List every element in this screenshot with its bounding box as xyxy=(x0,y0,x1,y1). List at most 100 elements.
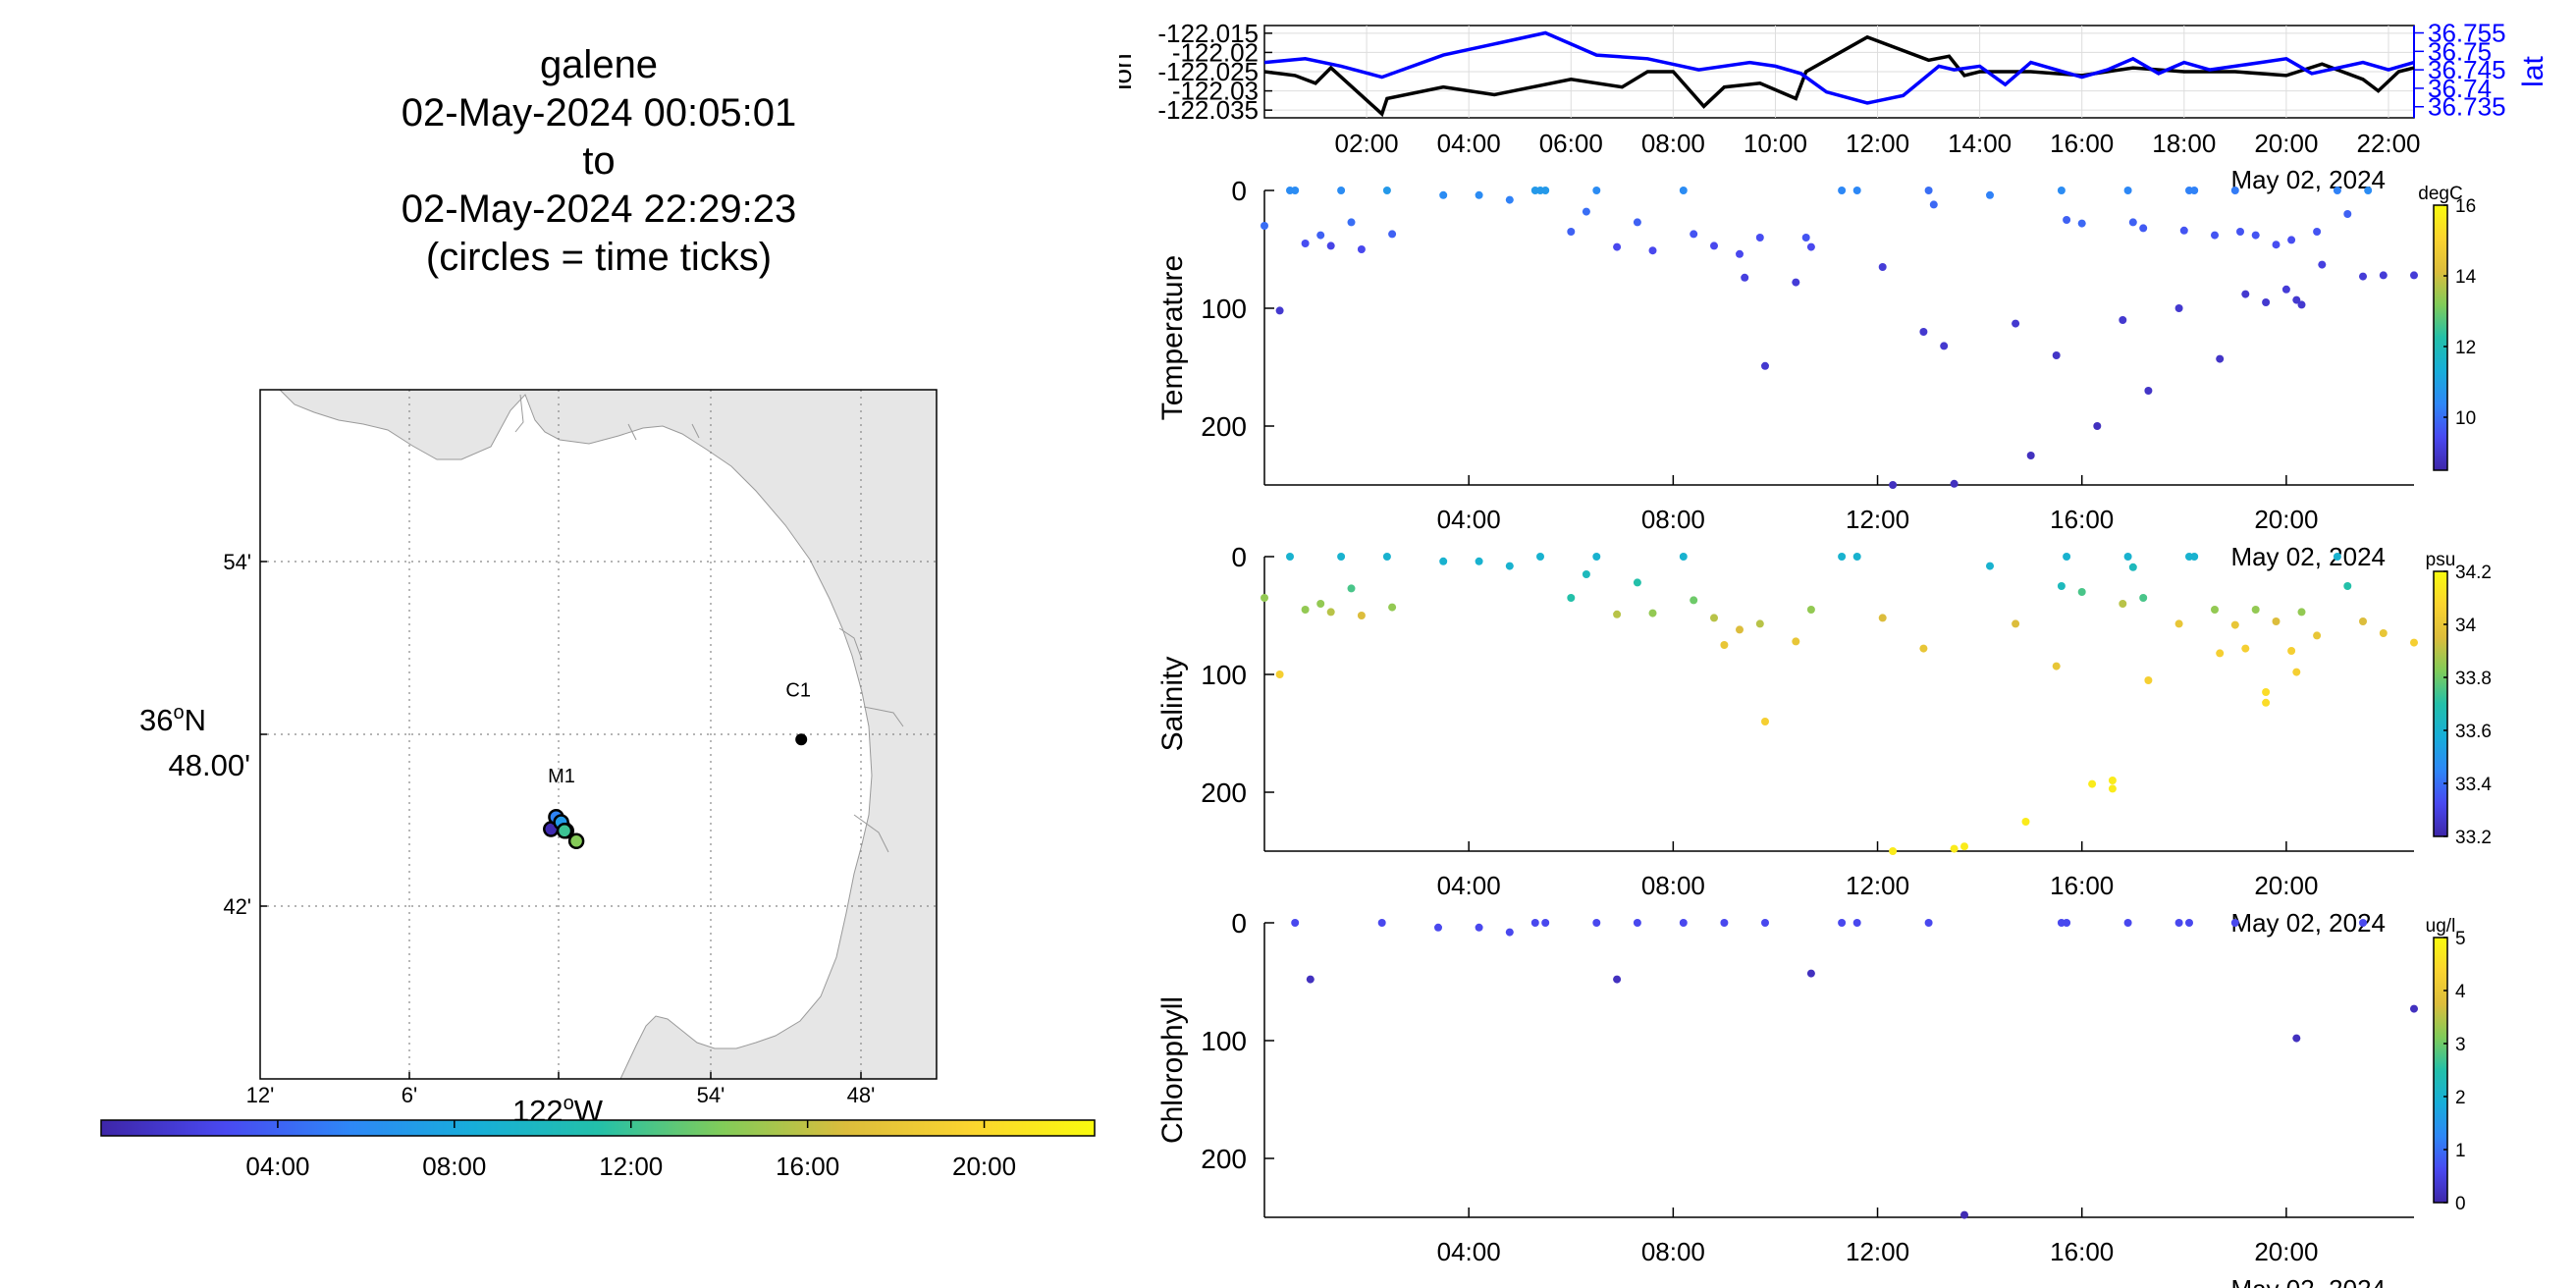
chlorophyll-data-point xyxy=(1475,923,1483,932)
chlorophyll-data-point xyxy=(1291,919,1300,927)
salinity-data-point xyxy=(1286,553,1294,561)
temperature-data-point xyxy=(1301,240,1310,247)
salinity-data-point xyxy=(2251,606,2260,614)
salinity-data-point xyxy=(2057,582,2066,590)
salinity-data-point xyxy=(1613,610,1622,618)
temperature-data-point xyxy=(2174,304,2183,312)
salinity-y-tick-label: 100 xyxy=(1201,660,1247,690)
salinity-data-point xyxy=(2139,594,2148,602)
chlorophyll-x-tick-label: 20:00 xyxy=(2254,1237,2318,1266)
salinity-data-point xyxy=(1806,606,1815,614)
salinity-x-tick-label: 16:00 xyxy=(2050,871,2114,900)
salinity-data-point xyxy=(1326,608,1335,617)
chlorophyll-y-tick-label: 100 xyxy=(1201,1026,1247,1056)
salinity-data-point xyxy=(2262,698,2271,707)
temperature-x-tick-label: 04:00 xyxy=(1437,505,1501,534)
map-x-tick-54: 54' xyxy=(697,1083,725,1107)
temperature-data-point xyxy=(1633,218,1641,227)
salinity-data-point xyxy=(2077,588,2086,596)
track-point xyxy=(556,823,573,839)
salinity-data-point xyxy=(1301,606,1310,614)
chlorophyll-x-tick-label: 08:00 xyxy=(1641,1237,1705,1266)
salinity-colorbar xyxy=(2433,570,2448,837)
salinity-x-tick-label: 08:00 xyxy=(1641,871,1705,900)
chlorophyll-data-point xyxy=(2123,919,2132,927)
lonlat-x-tick-label: 22:00 xyxy=(2356,129,2420,158)
salinity-data-point xyxy=(1986,562,1994,570)
time-colorbar-tick-label: 20:00 xyxy=(952,1152,1016,1181)
salinity-data-point xyxy=(2333,553,2341,561)
salinity-data-point xyxy=(2128,563,2137,571)
time-colorbar-tick-label: 04:00 xyxy=(245,1152,309,1181)
chlorophyll-data-point xyxy=(2410,1004,2418,1013)
lonlat-y-left-tick-label: -122.035 xyxy=(1157,95,1259,125)
chlorophyll-data-point xyxy=(1679,919,1688,927)
temperature-data-point xyxy=(2236,228,2244,236)
temperature-date-label: May 02, 2024 xyxy=(2230,542,2386,571)
temperature-data-point xyxy=(1761,361,1769,370)
temperature-x-tick-label: 12:00 xyxy=(1846,505,1909,534)
time-colorbar-tick-label: 12:00 xyxy=(599,1152,663,1181)
chlorophyll-data-point xyxy=(2230,919,2239,927)
lat-series-line xyxy=(1263,30,2415,105)
salinity-data-point xyxy=(1592,553,1601,561)
salinity-data-point xyxy=(1536,553,1544,561)
salinity-data-point xyxy=(2359,617,2367,625)
salinity-data-point xyxy=(1648,609,1657,617)
chlorophyll-data-point xyxy=(2292,1034,2301,1043)
map-y-center-label-min: 48.00' xyxy=(169,748,251,782)
temperature-data-point xyxy=(1582,207,1590,216)
lonlat-y-right-tick-label: 36.75 xyxy=(2428,36,2492,66)
lonlat-y-right-tick-label: 36.735 xyxy=(2428,92,2506,122)
temperature-x-tick-label: 20:00 xyxy=(2254,505,2318,534)
station-marker-c1 xyxy=(795,733,808,746)
temperature-data-point xyxy=(1741,273,1749,282)
chlorophyll-data-point xyxy=(2185,919,2193,927)
lonlat-y-left-tick-label: -122.025 xyxy=(1157,57,1259,86)
temperature-data-point xyxy=(2343,210,2352,218)
chlorophyll-colorbar-tick-label: 3 xyxy=(2455,1035,2466,1055)
salinity-data-point xyxy=(2313,631,2322,640)
time-colorbar-tick-label: 16:00 xyxy=(776,1152,839,1181)
temperature-data-point xyxy=(1316,231,1325,240)
salinity-data-point xyxy=(1838,553,1847,561)
temperature-data-point xyxy=(2272,241,2281,249)
chlorophyll-data-point xyxy=(1852,919,1861,927)
coastline-detail xyxy=(514,394,904,853)
track-point xyxy=(567,832,585,850)
salinity-data-point xyxy=(1337,553,1346,561)
station-label-m1: M1 xyxy=(548,766,575,787)
salinity-colorbar-unit: psu xyxy=(2426,550,2456,570)
temperature-data-point xyxy=(1679,187,1688,194)
map-y-center-label: 36oN xyxy=(139,702,206,737)
chlorophyll-data-point xyxy=(1592,919,1601,927)
chlorophyll-colorbar-tick-label: 5 xyxy=(2455,929,2466,949)
salinity-data-point xyxy=(1275,671,1284,678)
temperature-data-point xyxy=(2333,187,2341,194)
temperature-data-point xyxy=(2292,295,2301,304)
lonlat-ylabel-left: lon xyxy=(1119,53,1137,89)
chlorophyll-y-tick-label: 200 xyxy=(1201,1144,1247,1174)
salinity-data-point xyxy=(1792,637,1800,646)
salinity-data-point xyxy=(1382,553,1391,561)
salinity-data-point xyxy=(1505,562,1514,570)
chlorophyll-data-point xyxy=(1530,919,1539,927)
temperature-data-point xyxy=(2241,290,2250,298)
temperature-data-point xyxy=(1801,234,1810,242)
title-to: to xyxy=(582,139,616,183)
salinity-colorbar-tick-label: 33.6 xyxy=(2455,722,2492,742)
salinity-data-point xyxy=(2108,784,2117,793)
lonlat-y-left-tick-label: -122.02 xyxy=(1172,37,1259,67)
chlorophyll-colorbar-tick-label: 2 xyxy=(2455,1088,2466,1108)
lonlat-x-tick-label: 08:00 xyxy=(1641,129,1705,158)
chlorophyll-colorbar-tick-label: 1 xyxy=(2455,1141,2466,1161)
salinity-data-point xyxy=(2021,818,2030,826)
temperature-data-point xyxy=(1924,187,1933,194)
temperature-data-point xyxy=(1919,328,1928,336)
salinity-data-point xyxy=(1567,594,1576,602)
lonlat-date-label: May 02, 2024 xyxy=(2230,165,2386,194)
temperature-data-point xyxy=(2313,228,2322,236)
title-start-time: 02-May-2024 00:05:01 xyxy=(401,91,797,134)
title-platform: galene xyxy=(539,43,659,86)
temperature-data-point xyxy=(1275,306,1284,315)
